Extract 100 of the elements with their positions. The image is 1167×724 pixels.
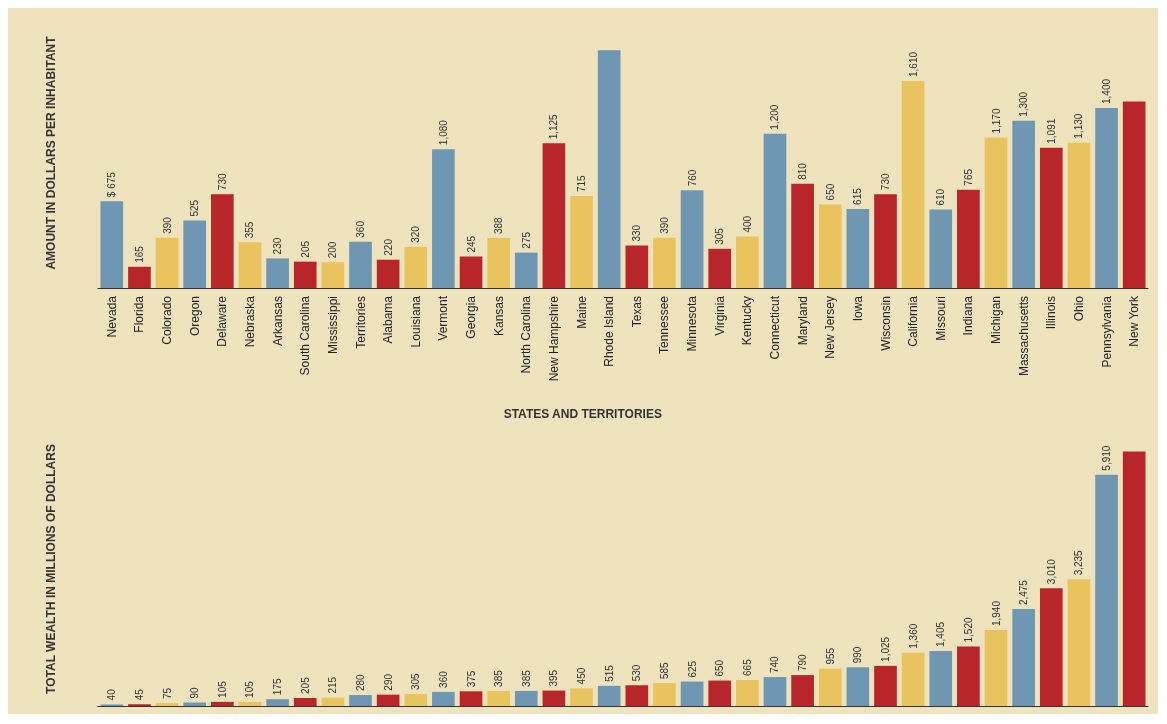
data-label: 615 [852, 187, 864, 205]
data-label: 360 [437, 670, 449, 688]
bar [376, 694, 400, 706]
bar [708, 680, 732, 706]
bar [321, 262, 345, 288]
x-tick-label: Delaware [215, 295, 230, 347]
bar [404, 694, 428, 706]
bar [957, 189, 980, 288]
data-label: 740 [769, 655, 781, 674]
x-tick-label: Alabama [381, 295, 396, 344]
bar [1039, 588, 1063, 706]
bar [211, 701, 234, 706]
data-label: 360 [355, 220, 366, 238]
data-label: 450 [576, 667, 588, 685]
data-label: 730 [880, 173, 891, 191]
bar [376, 259, 400, 288]
x-tick-label: Colorado [160, 295, 175, 345]
data-label: 765 [962, 168, 974, 186]
bar [128, 266, 151, 288]
data-label: 220 [382, 238, 394, 256]
x-tick-label: Oregon [187, 296, 202, 337]
data-label: 390 [161, 216, 173, 234]
x-tick-label: Kansas [491, 296, 506, 337]
x-tick-label: North Carolina [519, 295, 534, 374]
data-label: 760 [686, 169, 698, 187]
bar [818, 204, 842, 288]
bar [874, 194, 897, 288]
data-label: 650 [824, 183, 836, 201]
data-label: 390 [658, 216, 670, 234]
bar [542, 143, 566, 288]
data-label: 75 [161, 687, 173, 700]
x-tick-label: Wisconsin [878, 296, 893, 351]
data-label: 610 [935, 188, 947, 206]
data-label: 105 [216, 680, 228, 698]
bar [514, 690, 538, 706]
data-label: 200 [327, 241, 339, 259]
x-tick-label: Maine [574, 295, 589, 329]
bar [155, 237, 179, 288]
bar [846, 208, 870, 288]
data-label: 1,610 [907, 51, 919, 77]
x-tick-label: Vermont [436, 295, 451, 341]
data-label: 990 [852, 646, 864, 664]
x-tick-label: Missouri [933, 296, 948, 341]
bar [570, 196, 593, 288]
bar [625, 245, 649, 288]
bar [570, 688, 593, 706]
data-label: 385 [493, 669, 505, 687]
bar [680, 190, 704, 288]
x-tick-label: Ohio [1071, 295, 1086, 322]
bar [238, 701, 262, 706]
bar [874, 665, 897, 706]
bar [155, 703, 179, 706]
data-label: 388 [493, 216, 505, 235]
data-label: 1,091 [1045, 118, 1057, 144]
x-tick-label: Nebraska [242, 295, 257, 348]
data-label: 625 [686, 660, 698, 678]
bar [293, 261, 317, 288]
x-axis-title: STATES AND TERRITORIES [503, 407, 662, 421]
x-tick-label: New Jersey [823, 296, 838, 359]
x-tick-label: Indiana [961, 295, 976, 336]
bar [791, 183, 814, 288]
x-tick-label: Maryland [795, 296, 810, 346]
data-label: $ 675 [106, 171, 118, 198]
bar [929, 209, 953, 288]
data-label: 175 [272, 678, 284, 696]
data-label: 3,010 [1045, 558, 1057, 585]
bar [763, 133, 787, 288]
bar [1012, 120, 1035, 288]
bar [238, 242, 262, 288]
data-label: 955 [824, 647, 836, 665]
bar [597, 685, 621, 706]
bar [791, 675, 814, 706]
data-label: 40 [106, 688, 118, 701]
bar [929, 651, 953, 706]
data-label: 1,520 [962, 617, 974, 643]
data-label: 215 [327, 676, 339, 694]
x-tick-label: Massachusetts [1016, 296, 1031, 377]
data-label: 320 [410, 225, 422, 243]
data-label: 1,130 [1073, 113, 1085, 139]
x-tick-label: New York [1127, 295, 1142, 347]
bar [514, 252, 538, 288]
x-tick-label: Virginia [712, 295, 727, 336]
data-label: 105 [244, 680, 256, 698]
bar [459, 691, 483, 706]
data-label: 5,910 [1101, 445, 1113, 471]
bar [1067, 579, 1091, 706]
bar [708, 248, 732, 288]
data-label: 280 [355, 673, 366, 692]
x-tick-label: Connecticut [767, 295, 782, 360]
bar [653, 683, 676, 706]
bar [349, 241, 372, 288]
bar [1067, 142, 1091, 288]
x-tick-label: Minnesota [685, 295, 700, 352]
bar [957, 646, 980, 706]
data-label: 395 [548, 669, 560, 687]
data-label: 530 [631, 664, 643, 682]
bar [211, 194, 234, 288]
x-tick-label: Territories [353, 296, 368, 349]
data-label: 305 [410, 672, 422, 691]
bar [846, 667, 870, 706]
